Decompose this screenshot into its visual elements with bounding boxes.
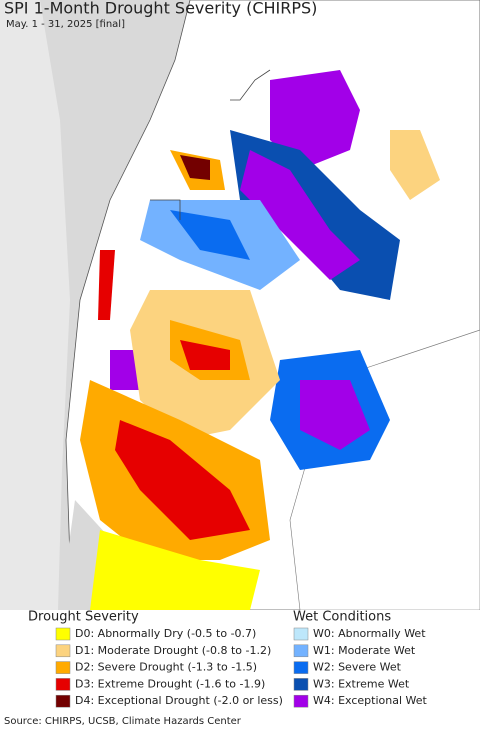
legend-swatch — [55, 694, 71, 708]
drought-area — [98, 250, 115, 320]
legend-title: Drought Severity — [28, 610, 139, 625]
legend-label: D3: Extreme Drought (-1.6 to -1.9) — [75, 677, 265, 690]
legend-label: W4: Exceptional Wet — [313, 694, 428, 707]
legend-background — [0, 610, 480, 730]
drought-area — [115, 420, 250, 540]
drought-area — [90, 530, 260, 610]
legend-label: W2: Severe Wet — [313, 661, 402, 674]
title: SPI 1-Month Drought Severity (CHIRPS) — [4, 0, 317, 18]
legend-title: Wet Conditions — [293, 610, 391, 625]
legend-label: W3: Extreme Wet — [313, 677, 410, 690]
chile-land — [0, 0, 70, 610]
source: Source: CHIRPS, UCSB, Climate Hazards Ce… — [4, 716, 242, 727]
legend-label: D0: Abnormally Dry (-0.5 to -0.7) — [75, 627, 256, 640]
border-line — [150, 69, 271, 220]
drought-area — [180, 155, 210, 180]
legend-swatch — [55, 644, 71, 658]
legend-label: W1: Moderate Wet — [313, 644, 416, 657]
legend-swatch — [55, 627, 71, 641]
legend-swatch — [55, 661, 71, 674]
drought-area — [180, 340, 230, 370]
wet-area — [270, 70, 360, 170]
legend-label: D2: Severe Drought (-1.3 to -1.5) — [75, 661, 257, 674]
legend-swatch — [293, 627, 309, 641]
legend-swatch — [293, 644, 309, 658]
drought-area — [390, 130, 440, 200]
legend-label: W0: Abnormally Wet — [313, 627, 426, 640]
wet-area — [170, 210, 250, 260]
legend-swatch — [55, 678, 71, 691]
legend-swatch — [293, 661, 309, 674]
subtitle: May. 1 - 31, 2025 [final] — [6, 19, 125, 30]
wet-area — [300, 380, 370, 450]
legend-label: D1: Moderate Drought (-0.8 to -1.2) — [75, 644, 271, 657]
legend-swatch — [293, 678, 309, 691]
legend-swatch — [293, 694, 309, 708]
wet-area — [240, 150, 360, 280]
legend-label: D4: Exceptional Drought (-2.0 or less) — [75, 694, 283, 707]
